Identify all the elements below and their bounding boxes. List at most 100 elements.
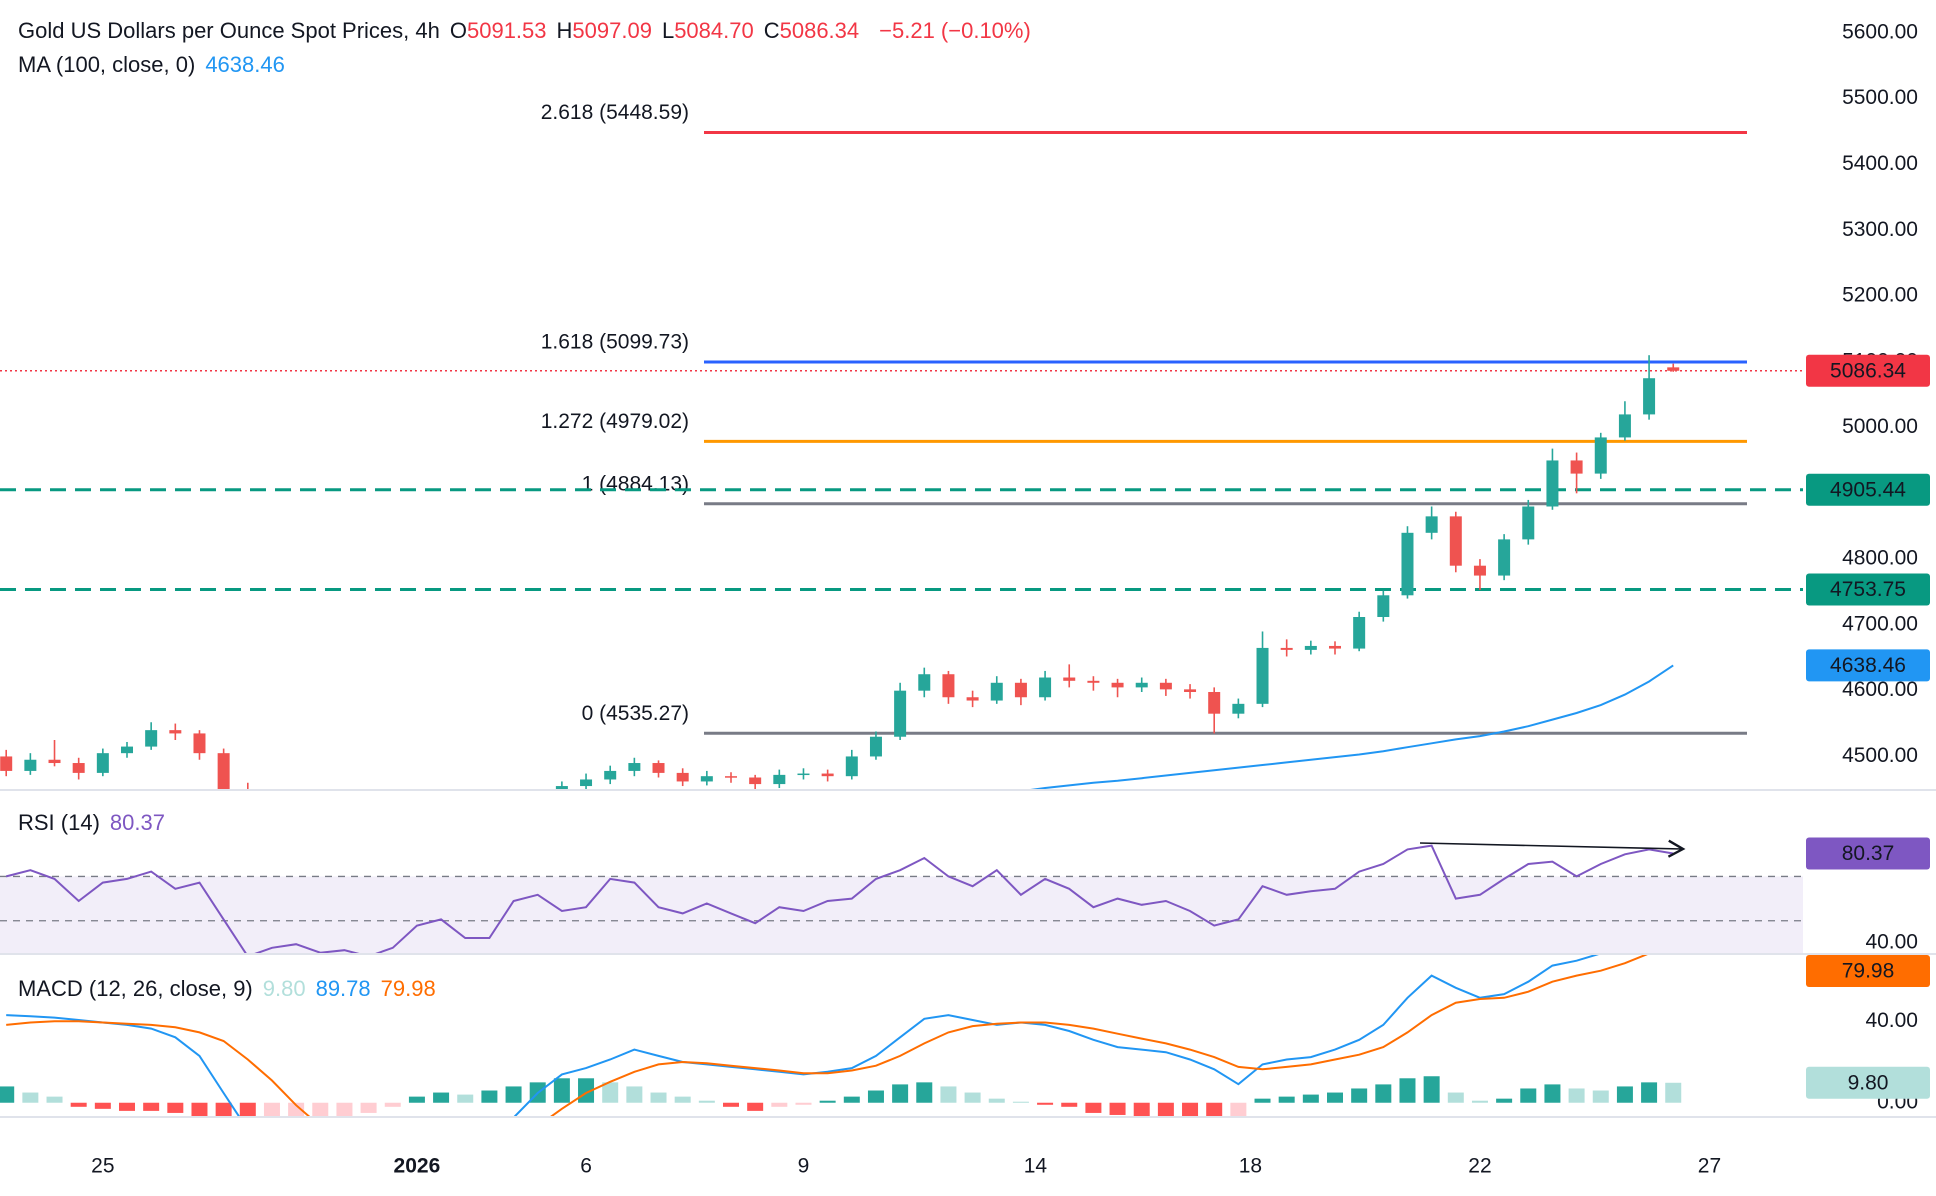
candle-body [1377, 595, 1390, 618]
candle-body [1208, 691, 1221, 714]
histogram-bar [1206, 1102, 1223, 1117]
histogram-bar [650, 1092, 667, 1103]
rsi-pane [0, 844, 1803, 954]
histogram-bar [1351, 1088, 1368, 1103]
histogram-bar [1616, 1086, 1633, 1103]
candle-body [435, 852, 447, 855]
legend-title: Gold US Dollars per Ounce Spot Prices, 4… [18, 18, 440, 43]
ma-line [1023, 664, 1674, 790]
candle-body [1401, 532, 1414, 596]
candle-body [193, 733, 206, 754]
histogram-bar [1327, 1092, 1343, 1103]
candle-body [942, 674, 955, 698]
value-box [1806, 573, 1930, 606]
candle-body [169, 730, 182, 734]
fib-label: 0 (4535.27) [582, 702, 689, 725]
signal-line [6, 955, 1648, 1117]
value-box [1806, 1066, 1930, 1099]
histogram-bar [384, 1102, 401, 1107]
value-box-label: 4753.75 [1830, 578, 1906, 601]
readout-value: 5097.09 [572, 18, 652, 43]
candle-body [459, 839, 471, 855]
candle-body [1643, 378, 1656, 415]
histogram-bar [239, 1102, 256, 1117]
macd-legend: MACD (12, 26, close, 9) 9.80 89.78 79.98 [18, 976, 446, 1002]
candle-body [1039, 677, 1052, 698]
macd-line [6, 955, 1599, 1117]
candle-body [1159, 682, 1172, 690]
histogram-bar [505, 1086, 522, 1103]
candle-body [266, 829, 278, 859]
histogram-bar [263, 1102, 280, 1117]
rsi-name: RSI (14) [18, 810, 100, 835]
y-tick-label: 40.00 [1865, 1009, 1918, 1032]
histogram-bar [433, 1092, 450, 1103]
histogram-bar [1399, 1078, 1416, 1103]
candle-body [628, 763, 641, 771]
histogram-bar [698, 1100, 715, 1103]
histogram-bar [867, 1090, 884, 1103]
candle-body [1353, 617, 1366, 649]
candle-body [1014, 682, 1027, 698]
histogram-bar [70, 1102, 87, 1107]
candle-body [0, 756, 13, 771]
histogram-bar [46, 1096, 63, 1103]
candle-body [411, 852, 423, 868]
fib-label: 1 (4884.13) [582, 472, 689, 495]
x-tick-label: 27 [1698, 1155, 1721, 1178]
y-tick-label: 5300.00 [1842, 218, 1918, 241]
y-tick-label: 5000.00 [1842, 415, 1918, 438]
value-box-label: 80.37 [1842, 842, 1895, 865]
histogram-bar [1085, 1102, 1102, 1113]
histogram-bar [1568, 1088, 1585, 1103]
histogram-bar [1302, 1094, 1319, 1103]
y-tick-label: 5400.00 [1842, 152, 1918, 175]
y-tick-label: 40.00 [1865, 930, 1918, 953]
candle-body [966, 697, 979, 701]
price-legend: Gold US Dollars per Ounce Spot Prices, 4… [18, 18, 1041, 44]
histogram-bar [408, 1096, 425, 1103]
histogram-bar [22, 1092, 39, 1103]
histogram-bar [964, 1092, 981, 1103]
readout-key: L [661, 18, 675, 43]
ma-value: 4638.46 [205, 52, 285, 77]
histogram-bar [1423, 1076, 1440, 1103]
histogram-bar [1109, 1102, 1126, 1115]
candle-body [1135, 682, 1148, 688]
value-box [1806, 354, 1930, 387]
histogram-bar [94, 1102, 111, 1109]
candle-body [241, 789, 254, 790]
x-tick-label: 9 [798, 1155, 810, 1178]
histogram-bar [336, 1102, 353, 1117]
candle-body [290, 858, 302, 874]
price-pane: 2.618 (5448.59) 1.618 (5099.73) 1.272 (497… [0, 101, 1803, 874]
histogram-bar [1496, 1098, 1513, 1103]
candle-body [990, 682, 1003, 701]
readout-key: O [449, 18, 467, 43]
value-box-label: 4638.46 [1830, 654, 1906, 677]
candle-body [1425, 516, 1438, 533]
histogram-bar [988, 1098, 1005, 1103]
y-tick-label: 5500.00 [1842, 86, 1918, 109]
candle-body [508, 802, 520, 818]
y-tick-label: 4800.00 [1842, 547, 1918, 570]
macd-value: 89.78 [315, 976, 371, 1001]
candle-body [700, 776, 713, 782]
histogram-bar [747, 1102, 764, 1111]
x-tick-label: 22 [1468, 1155, 1491, 1178]
histogram-bar [602, 1082, 619, 1103]
candle-body [1522, 506, 1535, 540]
readout-key: C [763, 18, 780, 43]
candle-body [869, 736, 882, 757]
histogram-bar [288, 1102, 305, 1117]
histogram-bar [819, 1100, 836, 1103]
histogram-bar [1037, 1102, 1054, 1105]
candle-body [1667, 367, 1680, 371]
histogram-bar [843, 1096, 860, 1103]
histogram-bar [626, 1086, 643, 1103]
candle-body [121, 746, 133, 754]
histogram-bar [119, 1102, 135, 1111]
y-tick-label: 4700.00 [1842, 612, 1918, 635]
divergence-arrow [1419, 839, 1686, 858]
